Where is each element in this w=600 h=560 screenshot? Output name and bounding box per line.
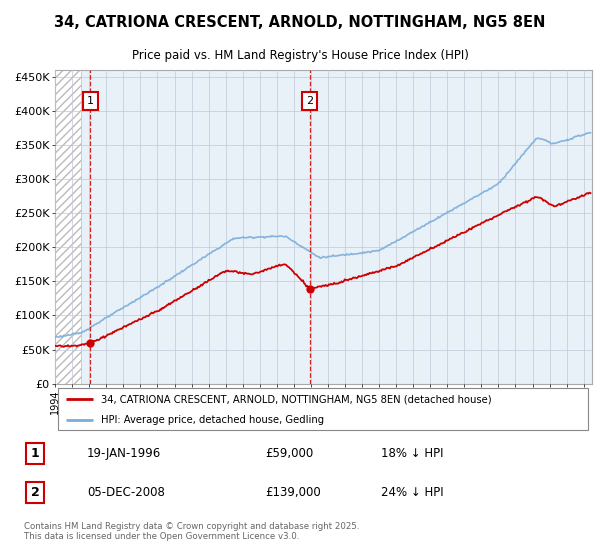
Text: £139,000: £139,000 [265,486,321,499]
Text: 34, CATRIONA CRESCENT, ARNOLD, NOTTINGHAM, NG5 8EN: 34, CATRIONA CRESCENT, ARNOLD, NOTTINGHA… [55,15,545,30]
Text: 2: 2 [31,486,40,499]
Text: 19-JAN-1996: 19-JAN-1996 [87,447,161,460]
Text: 34, CATRIONA CRESCENT, ARNOLD, NOTTINGHAM, NG5 8EN (detached house): 34, CATRIONA CRESCENT, ARNOLD, NOTTINGHA… [101,394,491,404]
Text: Contains HM Land Registry data © Crown copyright and database right 2025.
This d: Contains HM Land Registry data © Crown c… [23,522,359,542]
Text: Price paid vs. HM Land Registry's House Price Index (HPI): Price paid vs. HM Land Registry's House … [131,49,469,62]
Text: 2: 2 [306,96,313,106]
Text: 05-DEC-2008: 05-DEC-2008 [87,486,165,499]
Text: HPI: Average price, detached house, Gedling: HPI: Average price, detached house, Gedl… [101,416,324,426]
Text: 18% ↓ HPI: 18% ↓ HPI [380,447,443,460]
FancyBboxPatch shape [58,388,589,431]
Text: 24% ↓ HPI: 24% ↓ HPI [380,486,443,499]
Text: 1: 1 [86,96,94,106]
Text: £59,000: £59,000 [265,447,314,460]
Text: 1: 1 [31,447,40,460]
